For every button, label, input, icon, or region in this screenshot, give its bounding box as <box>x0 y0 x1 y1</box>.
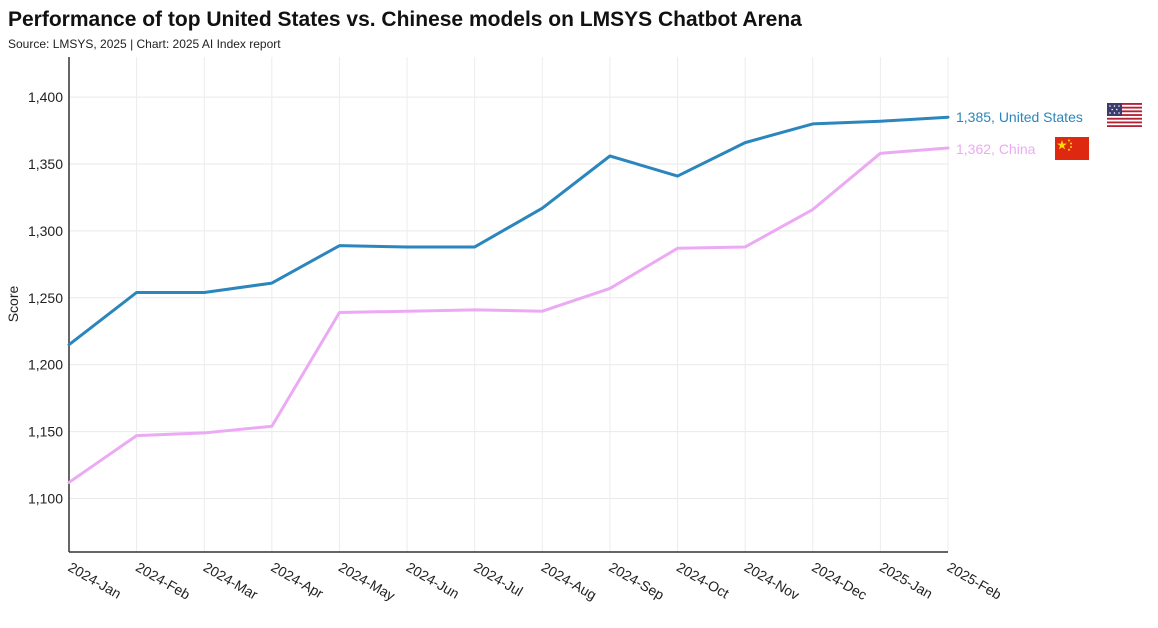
x-tick-label: 2024-Jan <box>66 559 125 602</box>
y-tick-label: 1,200 <box>28 357 63 373</box>
chart-subtitle: Source: LMSYS, 2025 | Chart: 2025 AI Ind… <box>8 37 281 51</box>
x-tick-label: 2024-Jul <box>471 559 526 600</box>
series-line-china <box>67 146 950 484</box>
y-tick-label: 1,250 <box>28 290 63 306</box>
y-tick-label: 1,400 <box>28 89 63 105</box>
x-tick-label: 2024-Aug <box>539 559 600 603</box>
gridlines <box>69 57 949 552</box>
x-tick-label: 2025-Jan <box>877 559 936 602</box>
china-flag-icon <box>1055 137 1089 160</box>
x-tick-label: 2024-Jun <box>404 559 463 602</box>
x-tick-label: 2024-Oct <box>674 559 732 602</box>
series-lines <box>67 115 950 484</box>
x-tick-label: 2024-Sep <box>606 559 667 603</box>
x-tick-label: 2024-Nov <box>742 559 803 603</box>
y-axis-label: Score <box>5 286 21 323</box>
series-line-united-states <box>67 115 950 347</box>
end-label-china: 1,362, China <box>956 141 1036 157</box>
x-tick-label: 2024-May <box>336 559 398 604</box>
end-labels: 1,385, United States 1,362, China <box>956 109 1083 157</box>
x-tick-label: 2024-Feb <box>133 559 193 603</box>
chart-title: Performance of top United States vs. Chi… <box>8 8 802 31</box>
y-tick-label: 1,350 <box>28 156 63 172</box>
x-tick-label: 2025-Feb <box>945 559 1005 603</box>
end-label-united-states: 1,385, United States <box>956 109 1083 125</box>
y-tick-labels: 1,100 1,150 1,200 1,250 1,300 1,350 1,400 <box>28 89 63 506</box>
x-tick-labels: 2024-Jan 2024-Feb 2024-Mar 2024-Apr 2024-May… <box>66 559 1005 604</box>
x-tick-label: 2024-Apr <box>268 559 326 602</box>
us-flag-icon <box>1107 103 1142 127</box>
y-tick-label: 1,150 <box>28 424 63 440</box>
y-tick-label: 1,300 <box>28 223 63 239</box>
x-tick-label: 2024-Mar <box>201 559 261 603</box>
x-tick-label: 2024-Dec <box>809 559 870 603</box>
y-tick-label: 1,100 <box>28 490 63 506</box>
